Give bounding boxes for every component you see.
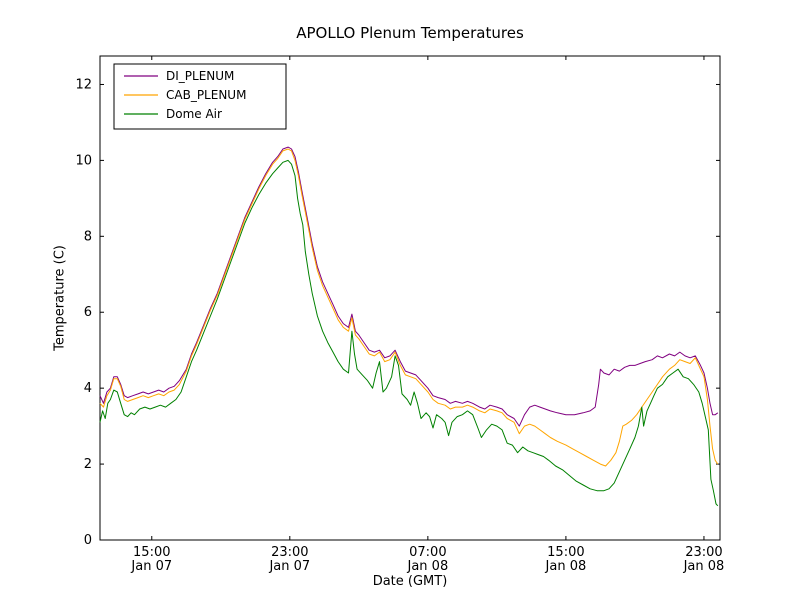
y-tick-label: 8 (84, 229, 92, 244)
y-tick-label: 6 (84, 305, 92, 320)
x-tick-time-label: 15:00 (133, 545, 170, 560)
y-tick-label: 4 (84, 381, 92, 396)
x-tick-time-label: 07:00 (409, 545, 446, 560)
x-tick-date-label: Jan 07 (268, 559, 310, 574)
y-tick-label: 0 (84, 533, 92, 548)
series-line-di-plenum (99, 146, 719, 427)
x-axis-label: Date (GMT) (372, 574, 448, 589)
y-tick-label: 12 (75, 77, 92, 92)
x-tick-date-label: Jan 08 (683, 559, 725, 574)
legend-box (113, 63, 287, 130)
axis-ticks (100, 56, 720, 541)
x-tick-date-label: Jan 07 (130, 559, 172, 574)
legend-label: DI_PLENUM (166, 69, 234, 83)
series-line-cab-plenum (99, 148, 719, 467)
legend-label: CAB_PLENUM (166, 88, 246, 102)
chart-title: APOLLO Plenum Temperatures (296, 24, 524, 42)
legend: DI_PLENUM CAB_PLENUM Dome Air (113, 63, 287, 130)
legend-label: Dome Air (166, 107, 222, 121)
x-tick-time-label: 23:00 (271, 545, 308, 560)
x-tick-time-label: 15:00 (547, 545, 584, 560)
x-tick-date-label: Jan 08 (545, 559, 587, 574)
y-tick-label: 2 (84, 457, 92, 472)
x-tick-time-label: 23:00 (685, 545, 722, 560)
plot-border (99, 55, 721, 541)
x-tick-date-label: Jan 08 (407, 559, 449, 574)
y-tick-label: 10 (75, 153, 92, 168)
series-line-dome-air (99, 159, 719, 507)
